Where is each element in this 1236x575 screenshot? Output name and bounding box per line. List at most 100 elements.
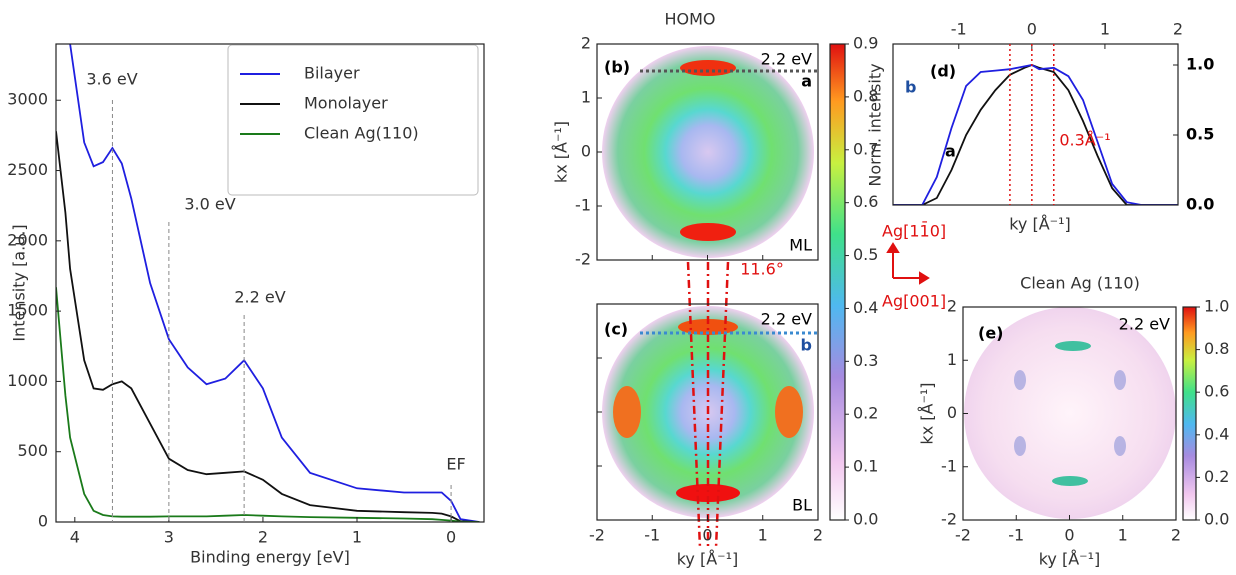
y-axis-label: Norm. intensity xyxy=(866,63,885,186)
axes-frame xyxy=(55,43,485,523)
colorbar-tick-label: 1.0 xyxy=(1204,297,1229,316)
colorbar-gradient xyxy=(1183,307,1196,520)
colorbar-gradient xyxy=(830,44,845,520)
direction-arrows xyxy=(886,242,930,285)
legend-box xyxy=(227,44,479,196)
map-label: b xyxy=(801,336,812,355)
y-tick-label: 2500 xyxy=(7,160,48,179)
annotation: 3.0 eV xyxy=(184,195,235,214)
y-tick-label: -2 xyxy=(575,250,591,269)
series-line xyxy=(56,287,480,522)
panel-label: (b) xyxy=(604,58,630,77)
map-label: BL xyxy=(792,496,812,515)
x-tick-label: -2 xyxy=(589,526,605,545)
x-axis-label: ky [Å⁻¹] xyxy=(1009,215,1071,234)
axes-frame xyxy=(829,43,846,521)
y-tick-label: 0.0 xyxy=(1186,195,1214,214)
colorbar-tick-label: 0.2 xyxy=(853,404,878,423)
colorbar-tick-label: 0.4 xyxy=(1204,424,1229,443)
map-label: 2.2 eV xyxy=(1119,315,1170,334)
y-tick-label: 0 xyxy=(947,403,957,422)
y-tick-label: -1 xyxy=(575,196,591,215)
annotation: 0.3Å⁻¹ xyxy=(1059,131,1110,150)
y-tick-label: 0 xyxy=(38,512,48,531)
x-tick-label: 0 xyxy=(702,526,712,545)
x-tick-label: 1 xyxy=(1118,526,1128,545)
series-label: a xyxy=(945,142,956,161)
y-axis-label: kx [Å⁻¹] xyxy=(918,382,937,444)
colorbar-tick-label: 0.5 xyxy=(853,245,878,264)
x-tick-label: 1 xyxy=(352,528,362,547)
y-tick-label: 1 xyxy=(947,350,957,369)
colorbar-tick-label: 0.4 xyxy=(853,298,878,317)
colorbar-tick-label: 0.3 xyxy=(853,351,878,370)
colorbar-tick-label: 0.9 xyxy=(853,34,878,53)
y-tick-label: 1500 xyxy=(7,301,48,320)
x-tick-label: 3 xyxy=(164,528,174,547)
angle-label: 11.6° xyxy=(740,260,784,279)
x-tick-label: -1 xyxy=(1008,526,1024,545)
direction-label: Ag[001] xyxy=(882,292,946,311)
colorbar-tick-label: 0.0 xyxy=(853,510,878,529)
y-tick-label: 1.0 xyxy=(1186,55,1214,74)
legend-label: Bilayer xyxy=(304,64,360,83)
x-tick-label: 0 xyxy=(1027,20,1037,39)
y-tick-label: 1 xyxy=(581,88,591,107)
colorbar-tick-label: 0.0 xyxy=(1204,510,1229,529)
y-tick-label: 500 xyxy=(17,441,48,460)
panel-label: (d) xyxy=(930,62,956,81)
map-label: ML xyxy=(789,236,812,255)
plot-area xyxy=(56,44,480,522)
panel-label: (c) xyxy=(604,320,628,339)
x-tick-label: 4 xyxy=(70,528,80,547)
colorbar-tick-label: 0.6 xyxy=(1204,382,1229,401)
colorbar-tick-label: 0.7 xyxy=(853,139,878,158)
x-tick-label: 2 xyxy=(1173,20,1183,39)
axes-frame xyxy=(892,43,1179,206)
series-line xyxy=(56,131,480,522)
x-tick-label: 0 xyxy=(446,528,456,547)
y-tick-label: 1000 xyxy=(7,371,48,390)
series-label: b xyxy=(905,78,916,97)
x-tick-label: -1 xyxy=(951,20,967,39)
x-tick-label: 1 xyxy=(1100,20,1110,39)
colorbar-tick-label: 0.8 xyxy=(853,86,878,105)
x-tick-label: 1 xyxy=(758,526,768,545)
x-tick-label: -1 xyxy=(644,526,660,545)
colorbar-tick-label: 0.1 xyxy=(853,457,878,476)
legend-label: Clean Ag(110) xyxy=(304,124,419,143)
map-label: 2.2 eV xyxy=(761,310,812,329)
plot-area xyxy=(893,64,1178,205)
x-tick-label: -2 xyxy=(955,526,971,545)
y-tick-label: 3000 xyxy=(7,90,48,109)
y-tick-label: 2 xyxy=(581,34,591,53)
x-axis-label: Binding energy [eV] xyxy=(190,548,350,567)
map-image-e xyxy=(964,307,1176,519)
map-label: 2.2 eV xyxy=(761,50,812,69)
direction-label: Ag[11̄0] xyxy=(882,222,946,241)
annotation: EF xyxy=(446,455,465,474)
x-tick-label: 2 xyxy=(813,526,823,545)
y-axis-label: kx [Å⁻¹] xyxy=(552,121,571,183)
x-tick-label: 2 xyxy=(258,528,268,547)
x-axis-label: ky [Å⁻¹] xyxy=(677,550,739,569)
panel-label: (e) xyxy=(978,324,1003,343)
colorbar-tick-label: 0.8 xyxy=(1204,339,1229,358)
colorbar-tick-label: 0.6 xyxy=(853,192,878,211)
panel-title: HOMO xyxy=(664,10,715,29)
panel-title: Clean Ag (110) xyxy=(1020,274,1140,293)
series-line xyxy=(893,64,1178,205)
x-tick-label: 0 xyxy=(1064,526,1074,545)
annotation: 2.2 eV xyxy=(234,288,285,307)
annotation: 3.6 eV xyxy=(86,70,137,89)
y-tick-label: 2 xyxy=(947,297,957,316)
x-tick-label: 2 xyxy=(1171,526,1181,545)
axes-frame xyxy=(1182,306,1197,521)
map-image-c xyxy=(602,261,814,549)
series-line xyxy=(69,44,480,522)
x-axis-label: ky [Å⁻¹] xyxy=(1039,550,1101,569)
y-tick-label: 0 xyxy=(581,142,591,161)
series-line xyxy=(893,64,1178,205)
legend-label: Monolayer xyxy=(304,94,388,113)
y-tick-label: 2000 xyxy=(7,230,48,249)
